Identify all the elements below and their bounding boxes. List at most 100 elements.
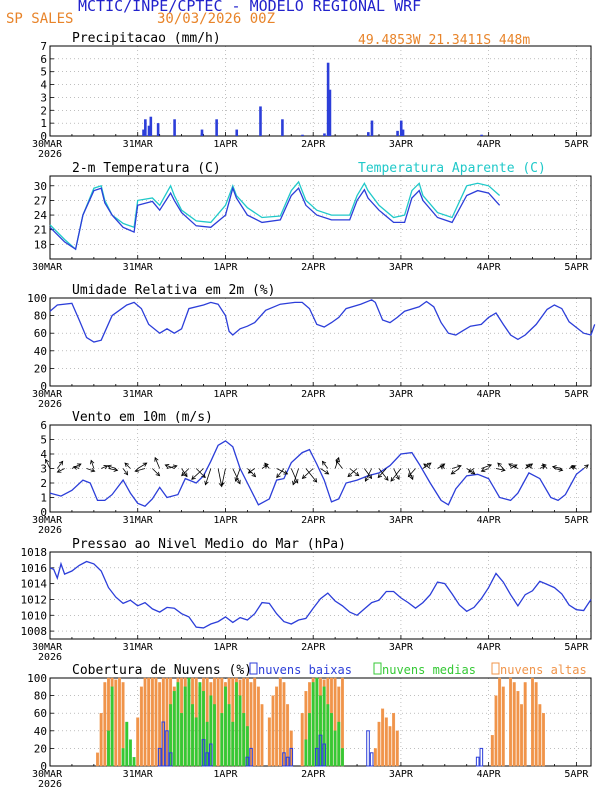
wind-xtick-label: 5APR — [564, 515, 589, 526]
cloud-bar — [534, 682, 538, 767]
wind-arrowhead — [407, 472, 413, 478]
cloud-bar — [183, 686, 187, 767]
cloud-bar — [333, 730, 337, 767]
wind-vector — [347, 468, 358, 477]
clouds-xtick-label: 30MAR — [32, 769, 63, 780]
precip-xtick-label: 2APR — [301, 139, 326, 150]
wind-arrowhead — [181, 471, 186, 477]
cloud-bar — [96, 752, 99, 767]
cloud-bar — [245, 756, 250, 767]
wind-vector — [302, 468, 314, 479]
wind-arrowhead — [58, 460, 64, 466]
station-name: SP SALES — [6, 11, 74, 27]
cloud-bar — [311, 682, 315, 767]
wind-vector — [508, 463, 519, 469]
rh-xtick-label: 3APR — [389, 389, 414, 400]
rh-ytick-label: 60 — [34, 327, 47, 340]
precip-bar — [480, 134, 483, 136]
rh-xtick-label: 30MAR — [32, 389, 63, 400]
clouds-xtick-label: 1APR — [213, 769, 238, 780]
wind-arrowhead — [283, 470, 289, 475]
cloud-bar — [373, 748, 377, 767]
wind-arrowhead — [247, 469, 253, 474]
wind-arrowhead — [426, 462, 432, 467]
cloud-bar — [198, 682, 202, 767]
wind-vector — [481, 464, 492, 469]
cloud-bar — [253, 677, 257, 767]
cloud-bar — [143, 677, 147, 767]
wind-vector — [248, 468, 255, 474]
press-frame — [49, 551, 592, 640]
cloud-bar — [103, 682, 107, 767]
precip-bar — [259, 106, 262, 136]
clouds-ytick-label: 0 — [40, 760, 47, 773]
wind-arrowhead — [154, 456, 159, 462]
wind-arrowhead — [294, 478, 299, 484]
precip-ytick-label: 2 — [40, 104, 47, 117]
cloud-legend-label: nuvens baixas — [258, 663, 352, 677]
cloud-bar — [165, 730, 169, 767]
wind-vector — [221, 468, 226, 486]
wind-arrowhead — [487, 463, 493, 469]
wind-vector — [137, 462, 147, 469]
wind-arrowhead — [164, 464, 170, 469]
cloud-legend-swatch — [373, 662, 382, 675]
cloud-bar — [136, 717, 140, 767]
precip-bar — [144, 119, 147, 136]
precip-bar — [200, 129, 204, 136]
rh-ytick-label: 100 — [27, 292, 47, 305]
wind-arrowhead — [457, 464, 462, 469]
cloud-bar — [150, 677, 154, 767]
precip-frame — [49, 45, 592, 137]
temp-title: 2-m Temperatura (C) — [72, 161, 221, 176]
cloud-bar — [132, 757, 136, 767]
press-xtick-label: 4APR — [477, 642, 502, 653]
precip-bar — [328, 89, 332, 136]
rh-ytick-label: 20 — [34, 362, 47, 375]
cloud-bar — [191, 704, 195, 767]
wind-arrowhead — [183, 472, 188, 478]
cloud-bar — [180, 713, 184, 767]
wind-xtick-label: 31MAR — [123, 515, 154, 526]
wind-vector — [451, 465, 462, 469]
precip-xtick-label: 3APR — [389, 139, 414, 150]
press-ytick-label: 1018 — [21, 546, 48, 559]
wind-arrowhead — [439, 465, 445, 470]
rh-xtick-label: 2APR — [301, 389, 326, 400]
temp-ytick-label: 21 — [34, 224, 47, 237]
cloud-bar — [234, 682, 238, 767]
wind-arrowhead — [90, 467, 96, 473]
location-label: 49.4853W 21.3411S 448m — [358, 33, 530, 48]
cloud-bar — [326, 704, 330, 767]
precip-bar — [367, 132, 370, 136]
clouds-xtick-label: 3APR — [389, 769, 414, 780]
wind-ytick-label: 3 — [40, 463, 47, 476]
temp-series-line — [49, 186, 501, 251]
wind-arrowhead — [251, 472, 257, 478]
wind-vector — [451, 468, 460, 475]
wind-arrowhead — [321, 460, 327, 466]
cloud-bar — [231, 721, 235, 767]
temp-frame — [49, 175, 592, 260]
rh-ytick-label: 40 — [34, 345, 47, 358]
wind-arrowhead — [201, 473, 206, 479]
cloud-bar — [128, 739, 132, 767]
rh-frame — [49, 297, 592, 387]
wind-vector — [377, 468, 387, 478]
wind-arrowhead — [234, 477, 239, 482]
wind-arrowhead — [467, 468, 473, 473]
wind-vector — [195, 468, 206, 478]
wind-vector — [440, 465, 445, 469]
clouds-year-label: 2026 — [38, 779, 62, 790]
wind-arrowhead — [236, 479, 241, 485]
wind-vector — [349, 468, 359, 477]
wind-arrowhead — [155, 471, 161, 477]
wind-vector — [335, 460, 343, 469]
temp-xtick-label: 1APR — [213, 262, 238, 273]
cloud-bar — [395, 730, 399, 767]
wind-vector — [466, 468, 476, 475]
temp-series-line — [49, 180, 501, 251]
cloud-bar — [308, 713, 311, 767]
